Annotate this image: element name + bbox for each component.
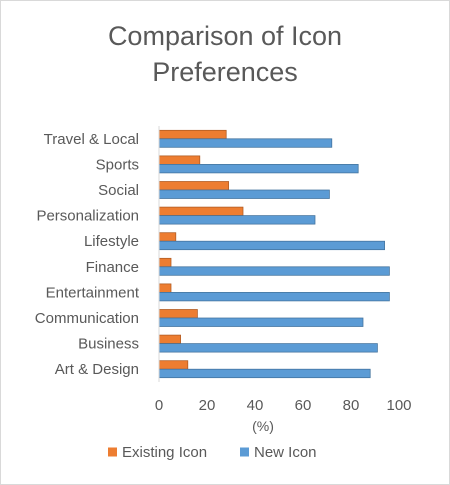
bar-existing-icon-business: [158, 334, 181, 344]
bar-new-icon-entertainment: [158, 292, 390, 302]
bar-existing-icon-entertainment: [158, 283, 172, 293]
bar-existing-icon-sports: [158, 155, 201, 165]
category-label-travel-and-local: Travel & Local: [44, 131, 139, 148]
bar-new-icon-sports: [158, 164, 359, 174]
bar-new-icon-finance: [158, 266, 390, 276]
bar-new-icon-art-and-design: [158, 368, 371, 379]
bars-group: [158, 129, 390, 379]
category-label-sports: Sports: [96, 156, 139, 173]
category-label-communication: Communication: [35, 310, 139, 327]
bar-new-icon-business: [158, 343, 378, 353]
category-labels: Art & Design Business Communication Enterta…: [35, 131, 140, 378]
x-tick-label-80: 80: [343, 397, 360, 414]
category-label-art-and-design: Art & Design: [55, 361, 139, 378]
x-tick-label-40: 40: [247, 397, 264, 414]
bar-existing-icon-lifestyle: [158, 232, 177, 242]
x-axis-label: (%): [252, 418, 274, 434]
bar-new-icon-personalization: [158, 215, 316, 225]
bar-existing-icon-art-and-design: [158, 360, 189, 370]
x-tick-labels: 0 20 40 60 80 100: [155, 397, 412, 414]
chart-title-line-1: Comparison of Icon: [107, 21, 343, 51]
bar-new-icon-social: [158, 189, 330, 199]
bar-existing-icon-finance: [158, 257, 172, 268]
legend-swatch-existing-icon: [108, 447, 117, 457]
x-tick-label-60: 60: [295, 397, 312, 414]
x-tick-label-0: 0: [155, 397, 163, 414]
legend-swatch-new-icon: [240, 447, 249, 457]
x-tick-label-100: 100: [386, 397, 411, 414]
x-tick-label-20: 20: [199, 397, 216, 414]
bar-existing-icon-social: [158, 181, 229, 191]
bar-existing-icon-personalization: [158, 206, 244, 216]
bar-new-icon-travel-and-local: [158, 138, 333, 148]
bar-existing-icon-travel-and-local: [158, 129, 227, 140]
category-label-personalization: Personalization: [36, 208, 139, 225]
bar-new-icon-communication: [158, 317, 364, 327]
category-label-finance: Finance: [86, 259, 139, 276]
category-label-business: Business: [78, 336, 139, 353]
chart-title: Comparison of Icon Preferences: [0, 18, 450, 90]
legend-label-existing-icon: Existing Icon: [122, 444, 207, 461]
bar-new-icon-lifestyle: [158, 240, 385, 251]
chart-title-line-2: Preferences: [152, 57, 298, 87]
category-label-lifestyle: Lifestyle: [84, 233, 139, 250]
category-label-entertainment: Entertainment: [46, 284, 140, 301]
bar-existing-icon-communication: [158, 309, 198, 319]
legend: Existing Icon New Icon: [108, 444, 317, 461]
legend-label-new-icon: New Icon: [254, 444, 317, 461]
category-label-social: Social: [98, 182, 139, 199]
